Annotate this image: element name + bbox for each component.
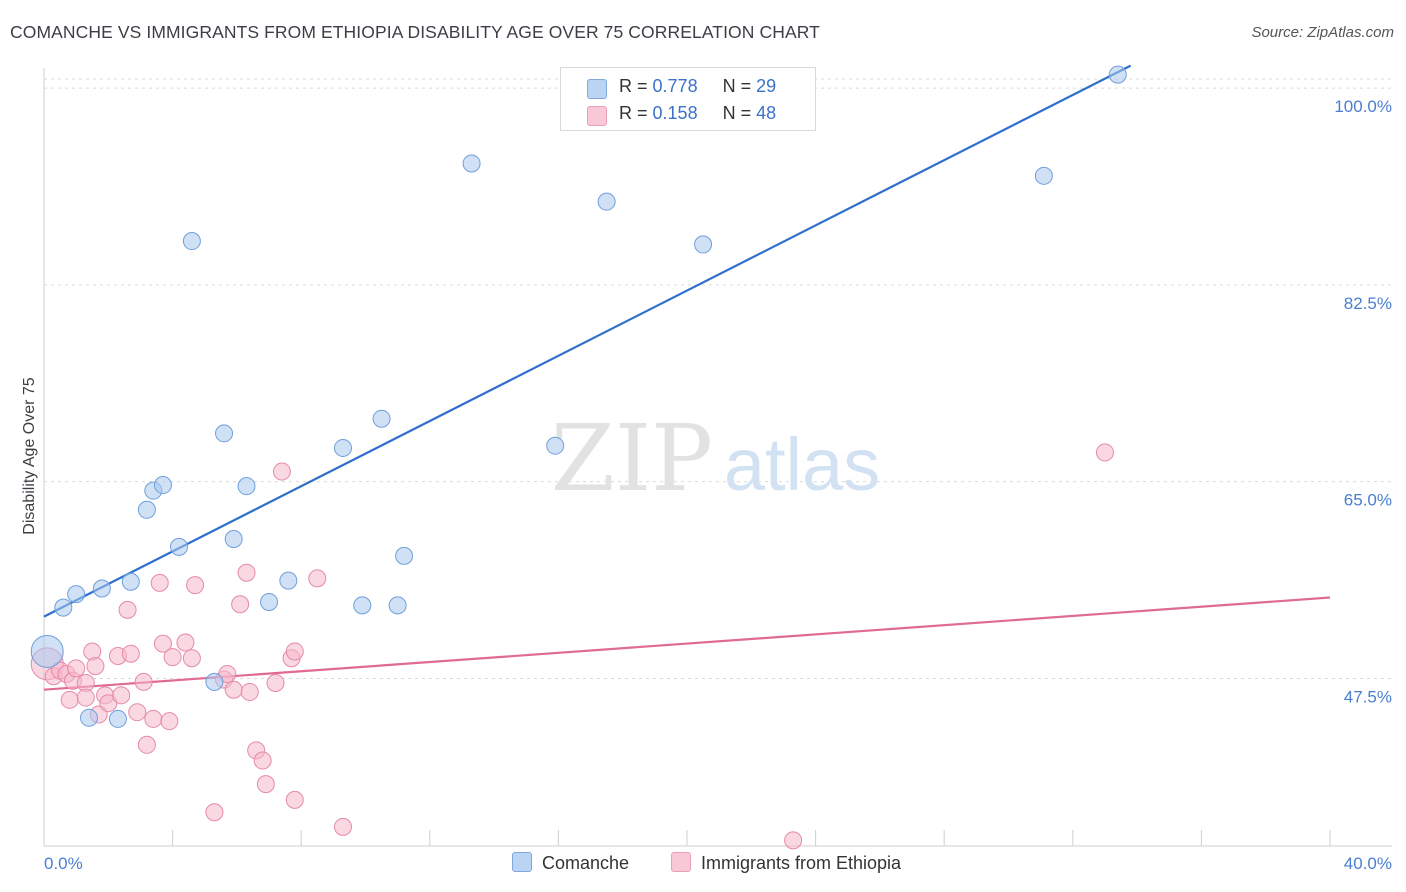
- comanche-point: [462, 154, 481, 173]
- trend-line-comanche: [43, 64, 1132, 618]
- bottom-legend-swatch-comanche: [512, 852, 532, 872]
- ethiopia-point: [285, 642, 304, 661]
- ethiopia-point: [308, 569, 327, 588]
- bottom-legend-label-ethiopia: Immigrants from Ethiopia: [701, 853, 902, 873]
- comanche-point: [215, 424, 234, 443]
- legend-r-label: R =: [619, 103, 648, 123]
- data-points: [30, 65, 1127, 850]
- bottom-legend-ethiopia: Immigrants from Ethiopia: [671, 852, 901, 874]
- comanche-point: [546, 436, 565, 455]
- legend-n-value: 29: [756, 76, 777, 96]
- correlation-legend: R = 0.778 N = 29 R = 0.158 N = 48: [560, 67, 816, 131]
- y-tick-label: 100.0%: [1334, 97, 1392, 116]
- comanche-point: [80, 708, 99, 727]
- legend-r-value: 0.778: [652, 76, 698, 96]
- ethiopia-point: [153, 634, 172, 653]
- ethiopia-point: [83, 642, 102, 661]
- comanche-point: [30, 634, 64, 668]
- tick-labels: 47.5% 65.0% 82.5% 100.0% 0.0% 40.0%: [44, 97, 1392, 873]
- ethiopia-point: [67, 659, 86, 678]
- ethiopia-point: [128, 703, 147, 722]
- legend-n-value: 48: [756, 103, 777, 123]
- legend-swatch-ethiopia: [587, 106, 607, 126]
- ethiopia-point: [118, 600, 137, 619]
- comanche-point: [205, 672, 224, 691]
- ethiopia-point: [266, 673, 285, 692]
- comanche-point: [182, 232, 201, 251]
- ethiopia-point: [86, 657, 105, 676]
- comanche-point: [333, 438, 352, 457]
- y-tick-label: 82.5%: [1344, 294, 1392, 313]
- legend-swatch-comanche: [587, 79, 607, 99]
- ethiopia-point: [333, 817, 352, 836]
- ethiopia-point: [231, 595, 250, 614]
- axes: [43, 68, 1392, 847]
- ethiopia-point: [134, 672, 153, 691]
- ethiopia-point: [76, 688, 95, 707]
- ethiopia-point: [224, 680, 243, 699]
- comanche-point: [1034, 166, 1053, 185]
- x-tick-label: 0.0%: [44, 854, 83, 873]
- comanche-point: [395, 546, 414, 565]
- trend-lines: [43, 64, 1331, 691]
- ethiopia-point: [240, 682, 259, 701]
- ethiopia-point: [121, 644, 140, 663]
- comanche-point: [260, 592, 279, 611]
- y-tick-label: 47.5%: [1344, 687, 1392, 706]
- chart-title: COMANCHE VS IMMIGRANTS FROM ETHIOPIA DIS…: [10, 22, 820, 42]
- bottom-legend-comanche: Comanche: [512, 852, 629, 874]
- y-tick-label: 65.0%: [1344, 491, 1392, 510]
- comanche-point: [597, 192, 616, 211]
- legend-r-label: R =: [619, 76, 648, 96]
- comanche-point: [108, 709, 127, 728]
- comanche-point: [224, 530, 243, 549]
- grid-lines: [44, 78, 1392, 679]
- y-axis-label: Disability Age Over 75: [21, 377, 38, 535]
- ethiopia-point: [163, 648, 182, 667]
- ethiopia-point: [150, 573, 169, 592]
- ethiopia-point: [784, 831, 803, 850]
- legend-n-label: N =: [722, 103, 752, 123]
- watermark-zip: ZIP: [551, 405, 713, 512]
- ethiopia-point: [285, 790, 304, 809]
- ethiopia-point: [182, 649, 201, 668]
- comanche-point: [54, 598, 73, 617]
- ethiopia-point: [237, 563, 256, 582]
- comanche-point: [92, 579, 111, 598]
- ethiopia-point: [186, 576, 205, 595]
- comanche-point: [170, 537, 189, 556]
- trend-line-ethiopia: [43, 596, 1331, 691]
- bottom-legend-label-comanche: Comanche: [542, 853, 630, 873]
- comanche-point: [388, 596, 407, 615]
- comanche-point: [237, 477, 256, 496]
- ethiopia-point: [256, 775, 275, 794]
- bottom-legend-swatch-ethiopia: [671, 852, 691, 872]
- comanche-point: [279, 571, 298, 590]
- ethiopia-point: [137, 735, 156, 754]
- comanche-point: [67, 585, 86, 604]
- ethiopia-point: [176, 633, 195, 652]
- comanche-point: [353, 596, 372, 615]
- ethiopia-point: [160, 712, 179, 731]
- comanche-point: [153, 476, 172, 495]
- comanche-point: [694, 235, 713, 254]
- legend-n-label: N =: [722, 76, 752, 96]
- comanche-point: [121, 572, 140, 591]
- ethiopia-point: [253, 751, 272, 770]
- source-credit: Source: ZipAtlas.com: [1251, 24, 1394, 41]
- watermark-atlas: atlas: [724, 423, 880, 506]
- ethiopia-point: [112, 686, 131, 705]
- ethiopia-point: [272, 462, 291, 481]
- ethiopia-point: [1095, 443, 1114, 462]
- ethiopia-point: [144, 709, 163, 728]
- ethiopia-point: [205, 803, 224, 822]
- comanche-point: [137, 500, 156, 519]
- x-tick-label: 40.0%: [1344, 854, 1392, 873]
- ethiopia-point: [60, 690, 79, 709]
- legend-r-value: 0.158: [652, 103, 698, 123]
- comanche-point: [1108, 65, 1127, 84]
- comanche-point: [372, 409, 391, 428]
